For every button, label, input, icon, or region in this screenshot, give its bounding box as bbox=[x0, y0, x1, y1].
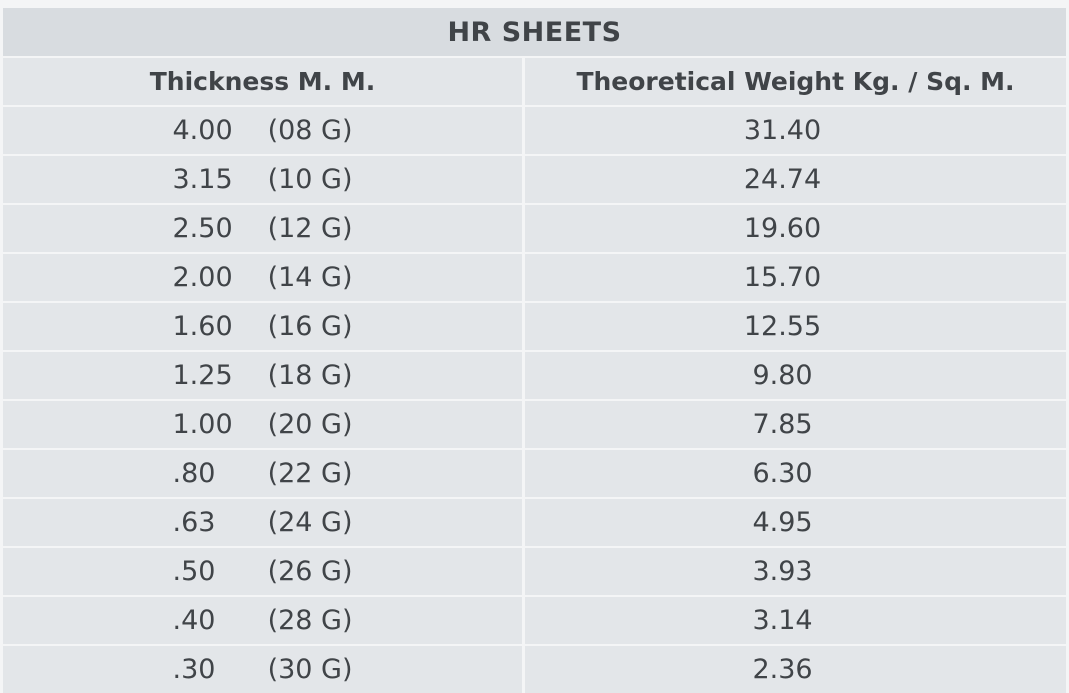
gauge-value: (24 G) bbox=[267, 507, 353, 538]
table-row: 2.00 (14 G) 15.70 bbox=[3, 254, 1066, 301]
thickness-cell: 1.25 (18 G) bbox=[3, 352, 522, 399]
thickness-value: .40 bbox=[172, 605, 216, 636]
weight-value: 31.40 bbox=[525, 107, 1066, 154]
column-header-row: Thickness M. M. Theoretical Weight Kg. /… bbox=[3, 58, 1066, 105]
thickness-cell: .30 (30 G) bbox=[3, 646, 522, 693]
thickness-value: 1.60 bbox=[172, 311, 233, 342]
weight-value: 7.85 bbox=[525, 401, 1066, 448]
table-row: .63 (24 G) 4.95 bbox=[3, 499, 1066, 546]
weight-value: 19.60 bbox=[525, 205, 1066, 252]
table-row: 1.60 (16 G) 12.55 bbox=[3, 303, 1066, 350]
thickness-cell: 4.00 (08 G) bbox=[3, 107, 522, 154]
table-row: 3.15 (10 G) 24.74 bbox=[3, 156, 1066, 203]
thickness-value: 2.00 bbox=[172, 262, 233, 293]
weight-value: 15.70 bbox=[525, 254, 1066, 301]
table-row: .80 (22 G) 6.30 bbox=[3, 450, 1066, 497]
gauge-value: (28 G) bbox=[267, 605, 353, 636]
gauge-value: (08 G) bbox=[267, 115, 353, 146]
thickness-value: 4.00 bbox=[172, 115, 233, 146]
table-row: .50 (26 G) 3.93 bbox=[3, 548, 1066, 595]
column-header-weight: Theoretical Weight Kg. / Sq. M. bbox=[525, 58, 1066, 105]
thickness-value: .50 bbox=[172, 556, 216, 587]
thickness-cell: .63 (24 G) bbox=[3, 499, 522, 546]
thickness-cell: 2.00 (14 G) bbox=[3, 254, 522, 301]
hr-sheets-table: HR SHEETS Thickness M. M. Theoretical We… bbox=[0, 6, 1069, 693]
gauge-value: (10 G) bbox=[267, 164, 353, 195]
table-row: .40 (28 G) 3.14 bbox=[3, 597, 1066, 644]
weight-value: 3.14 bbox=[525, 597, 1066, 644]
thickness-cell: .80 (22 G) bbox=[3, 450, 522, 497]
thickness-value: 3.15 bbox=[172, 164, 233, 195]
thickness-cell: 2.50 (12 G) bbox=[3, 205, 522, 252]
thickness-value: .30 bbox=[172, 654, 216, 685]
thickness-cell: 1.60 (16 G) bbox=[3, 303, 522, 350]
gauge-value: (22 G) bbox=[267, 458, 353, 489]
gauge-value: (14 G) bbox=[267, 262, 353, 293]
weight-value: 24.74 bbox=[525, 156, 1066, 203]
weight-value: 4.95 bbox=[525, 499, 1066, 546]
thickness-value: 1.25 bbox=[172, 360, 233, 391]
weight-value: 12.55 bbox=[525, 303, 1066, 350]
table-row: .30 (30 G) 2.36 bbox=[3, 646, 1066, 693]
gauge-value: (30 G) bbox=[267, 654, 353, 685]
table-row: 2.50 (12 G) 19.60 bbox=[3, 205, 1066, 252]
column-header-thickness: Thickness M. M. bbox=[3, 58, 522, 105]
table-row: 1.25 (18 G) 9.80 bbox=[3, 352, 1066, 399]
title-row: HR SHEETS bbox=[3, 8, 1066, 56]
thickness-value: 2.50 bbox=[172, 213, 233, 244]
gauge-value: (16 G) bbox=[267, 311, 353, 342]
thickness-cell: .50 (26 G) bbox=[3, 548, 522, 595]
thickness-cell: 3.15 (10 G) bbox=[3, 156, 522, 203]
thickness-value: 1.00 bbox=[172, 409, 233, 440]
thickness-value: .63 bbox=[172, 507, 216, 538]
thickness-cell: 1.00 (20 G) bbox=[3, 401, 522, 448]
table-title: HR SHEETS bbox=[3, 8, 1066, 56]
table-row: 4.00 (08 G) 31.40 bbox=[3, 107, 1066, 154]
gauge-value: (20 G) bbox=[267, 409, 353, 440]
weight-value: 9.80 bbox=[525, 352, 1066, 399]
weight-value: 3.93 bbox=[525, 548, 1066, 595]
gauge-value: (26 G) bbox=[267, 556, 353, 587]
table-row: 1.00 (20 G) 7.85 bbox=[3, 401, 1066, 448]
thickness-cell: .40 (28 G) bbox=[3, 597, 522, 644]
thickness-value: .80 bbox=[172, 458, 216, 489]
weight-value: 2.36 bbox=[525, 646, 1066, 693]
gauge-value: (12 G) bbox=[267, 213, 353, 244]
weight-value: 6.30 bbox=[525, 450, 1066, 497]
gauge-value: (18 G) bbox=[267, 360, 353, 391]
